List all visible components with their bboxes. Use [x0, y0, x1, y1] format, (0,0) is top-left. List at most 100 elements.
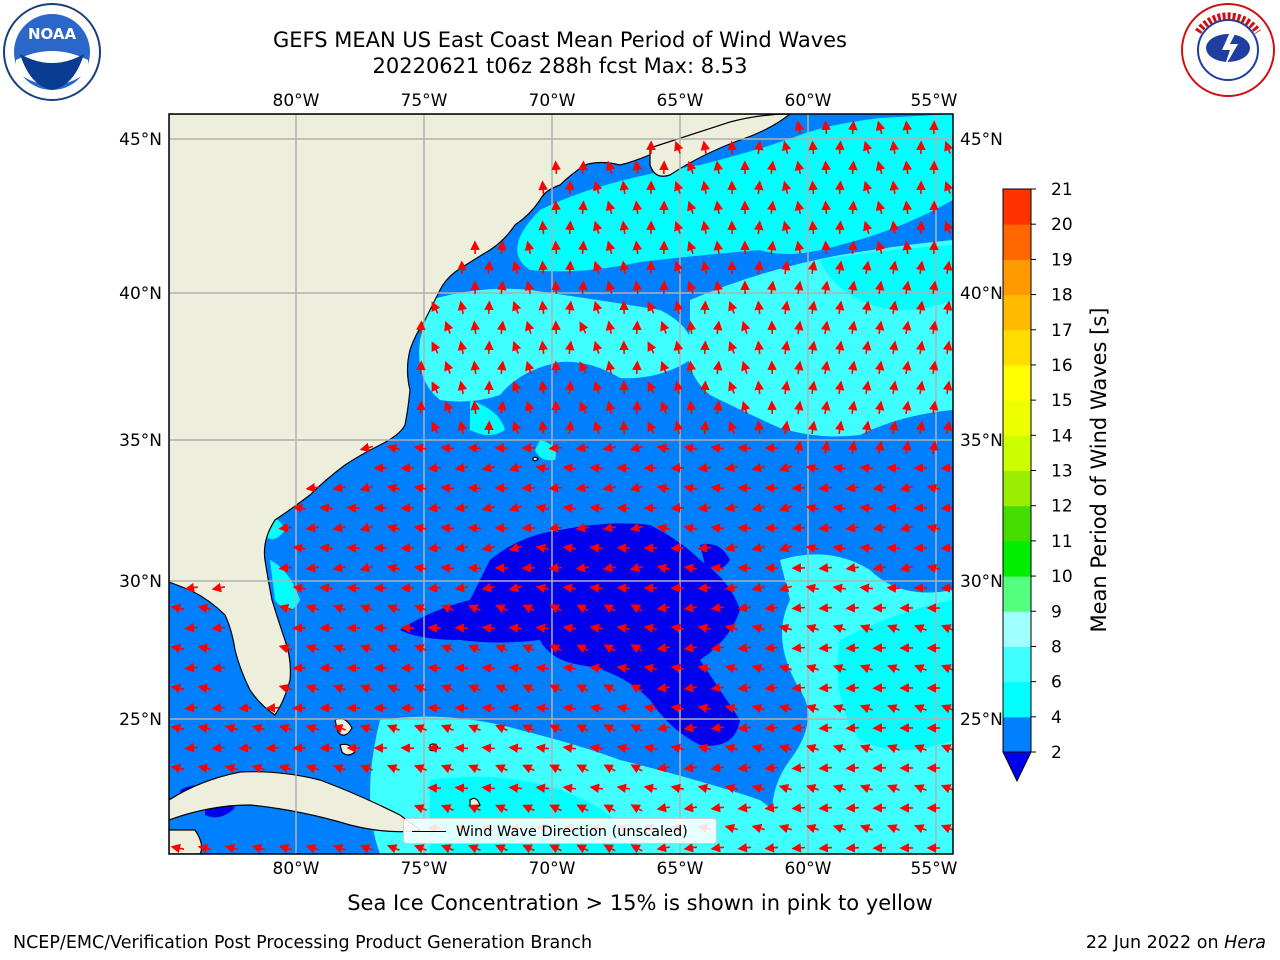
wind-wave-arrow	[728, 380, 738, 394]
wind-wave-arrow	[670, 503, 685, 513]
wind-wave-arrow	[630, 724, 643, 734]
wind-wave-arrow	[522, 604, 535, 614]
wind-wave-arrow	[524, 240, 535, 254]
lon-label-top: 70°W	[529, 91, 576, 111]
wind-wave-arrow	[848, 160, 858, 175]
wind-wave-arrow	[874, 320, 885, 335]
wind-wave-arrow	[832, 704, 846, 714]
wind-wave-arrow	[793, 440, 804, 455]
wind-wave-arrow	[605, 200, 616, 215]
wind-wave-arrow	[332, 724, 346, 734]
wind-wave-arrow	[861, 340, 872, 355]
wind-wave-arrow	[780, 300, 791, 315]
colorbar-segment	[1003, 400, 1031, 436]
wind-wave-arrow	[564, 420, 575, 435]
wind-wave-arrow	[805, 704, 819, 714]
wind-wave-arrow	[495, 724, 508, 734]
colorbar-tick-label: 9	[1051, 602, 1062, 622]
wind-wave-arrow	[754, 220, 764, 235]
wind-wave-arrow	[818, 843, 833, 853]
wind-wave-arrow	[484, 420, 494, 435]
wind-wave-arrow	[508, 582, 523, 593]
noaa-logo-text: NOAA	[28, 25, 77, 43]
wind-wave-arrow	[686, 320, 696, 335]
wind-wave-arrow	[670, 663, 685, 674]
wind-wave-arrow	[305, 522, 320, 533]
wind-wave-arrow	[886, 624, 900, 634]
colorbar-segment	[1003, 329, 1031, 366]
wind-wave-arrow	[512, 380, 522, 394]
wind-wave-arrow	[848, 200, 858, 215]
wind-wave-arrow	[400, 543, 415, 553]
wind-wave-arrow	[576, 684, 589, 694]
wind-wave-arrow	[901, 320, 912, 335]
wind-wave-arrow	[780, 340, 791, 355]
wind-wave-arrow	[940, 624, 953, 634]
wind-wave-arrow	[874, 400, 885, 415]
wind-wave-arrow	[766, 160, 777, 175]
wind-wave-arrow	[915, 300, 926, 315]
wind-wave-arrow	[835, 220, 845, 235]
wind-wave-arrow	[484, 340, 494, 355]
lon-label-bottom: 65°W	[657, 859, 704, 879]
wind-wave-arrow	[845, 723, 860, 733]
wind-wave-arrow	[913, 664, 927, 674]
wind-wave-arrow	[431, 301, 441, 314]
wind-wave-arrow	[845, 522, 860, 533]
wind-wave-arrow	[468, 684, 481, 694]
wind-wave-arrow	[834, 420, 845, 435]
wind-wave-arrow	[940, 784, 953, 794]
wind-wave-arrow	[481, 582, 496, 593]
wind-wave-arrow	[915, 340, 926, 355]
wind-wave-arrow	[874, 440, 885, 455]
wind-wave-arrow	[265, 743, 280, 753]
wind-wave-arrow	[874, 280, 885, 295]
wind-wave-arrow	[700, 340, 710, 355]
wind-wave-arrow	[724, 703, 739, 714]
wind-wave-arrow	[913, 704, 927, 714]
wind-wave-arrow	[794, 240, 805, 254]
wind-wave-arrow	[656, 682, 671, 693]
wind-wave-arrow	[778, 703, 793, 714]
wind-wave-arrow	[670, 743, 685, 754]
wind-wave-arrow	[886, 664, 900, 674]
wind-wave-arrow	[766, 240, 777, 255]
wind-wave-arrow	[710, 722, 725, 733]
wind-wave-arrow	[578, 160, 588, 175]
wind-wave-arrow	[548, 483, 563, 493]
wind-wave-arrow	[724, 462, 739, 473]
wind-wave-arrow	[751, 743, 766, 754]
wind-wave-arrow	[710, 443, 725, 453]
wind-wave-arrow	[603, 724, 616, 734]
wind-wave-arrow	[427, 783, 442, 793]
wind-wave-arrow	[386, 724, 400, 734]
wind-wave-arrow	[728, 300, 738, 314]
wind-wave-arrow	[656, 602, 671, 613]
wind-wave-arrow	[942, 260, 953, 275]
wind-wave-arrow	[686, 360, 696, 375]
wind-wave-arrow	[538, 180, 548, 195]
wind-wave-arrow	[754, 420, 764, 435]
wind-wave-arrow	[495, 804, 508, 814]
wind-wave-arrow	[899, 482, 914, 493]
wind-wave-arrow	[495, 604, 508, 614]
wind-wave-arrow	[687, 240, 697, 254]
wind-wave-arrow	[589, 663, 604, 674]
lon-labels-top: 80°W 75°W 70°W 65°W 60°W 55°W	[273, 91, 958, 111]
wind-wave-arrow	[820, 320, 831, 335]
wind-wave-arrow	[170, 643, 185, 654]
wind-wave-arrow	[359, 644, 373, 654]
wind-wave-arrow	[427, 463, 442, 473]
wind-wave-arrow	[942, 300, 953, 315]
wind-wave-arrow	[630, 604, 643, 614]
wind-wave-arrow	[902, 120, 912, 135]
wind-wave-arrow	[538, 220, 548, 235]
wind-wave-arrow	[211, 582, 226, 593]
wind-wave-arrow	[346, 543, 361, 553]
wind-wave-arrow	[902, 240, 912, 255]
wind-wave-arrow	[619, 220, 630, 235]
wind-wave-arrow	[468, 804, 481, 814]
wind-wave-arrow	[660, 360, 670, 374]
wind-wave-arrow	[807, 380, 818, 395]
wind-wave-arrow	[778, 743, 793, 754]
